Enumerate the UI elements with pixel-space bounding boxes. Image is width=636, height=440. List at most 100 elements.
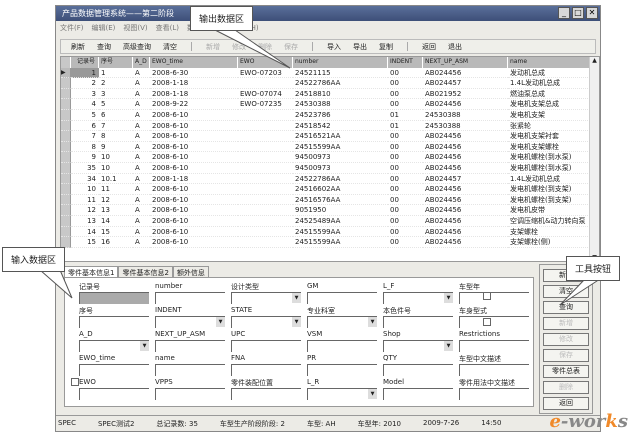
field-input[interactable] (383, 388, 453, 400)
field-input[interactable] (79, 292, 149, 304)
row-selector[interactable] (61, 173, 71, 185)
field-input[interactable] (459, 316, 529, 328)
toolbar-button[interactable]: 清空 (163, 43, 177, 51)
column-header[interactable]: number (293, 57, 388, 68)
table-row[interactable]: 3 3 A 2008-1-18 EWO-07074 24518810 00 AB021952 燃… (61, 88, 599, 100)
row-selector[interactable] (61, 205, 71, 216)
side-button[interactable]: 修改 (543, 333, 589, 346)
table-row[interactable]: 13 14 A 2008-6-10 24525489AA 00 AB024456 空调压缩机&… (61, 215, 599, 227)
side-button[interactable]: 保存 (543, 349, 589, 362)
side-button[interactable]: 零件总表 (543, 365, 589, 378)
row-selector[interactable]: ▶ (61, 67, 71, 79)
toolbar-button[interactable]: 导出 (353, 43, 367, 51)
field-select[interactable]: ▼ (307, 388, 377, 400)
toolbar-button[interactable]: 查询 (97, 43, 111, 51)
field-select[interactable]: ▼ (155, 316, 225, 328)
toolbar-button[interactable]: 高级查询 (123, 43, 151, 51)
close-button[interactable]: ✕ (586, 7, 598, 19)
row-selector[interactable] (61, 184, 71, 195)
table-row[interactable]: 4 5 A 2008-9-22 EWO-07235 24530388 00 AB024456 发… (61, 99, 599, 110)
table-row[interactable]: 34 10.1 A 2008-1-18 24522786AA 00 AB024457 1.4L… (61, 173, 599, 185)
field-input[interactable] (231, 340, 301, 352)
table-row[interactable]: 6 7 A 2008-6-10 24518542 01 24530388 张紧轮 (61, 120, 599, 132)
field-input[interactable] (231, 364, 301, 376)
row-selector[interactable] (61, 162, 71, 174)
column-header[interactable]: A_D (133, 57, 150, 68)
column-header[interactable]: INDENT (388, 57, 423, 68)
table-row[interactable]: 8 9 A 2008-6-10 24515599AA 00 AB024456 发电机支架螺栓 (61, 141, 599, 153)
chevron-down-icon[interactable]: ▼ (368, 389, 377, 399)
toolbar-button[interactable]: 退出 (448, 43, 462, 51)
minimize-button[interactable]: _ (558, 7, 570, 19)
table-row[interactable]: 9 10 A 2008-6-10 94500973 00 AB024456 发电机螺栓(到水泵… (61, 152, 599, 163)
field-select[interactable]: ▼ (231, 292, 301, 304)
chevron-down-icon[interactable]: ▼ (292, 317, 301, 327)
field-input[interactable] (459, 364, 529, 376)
chevron-down-icon[interactable]: ▼ (216, 317, 225, 327)
field-input[interactable] (79, 364, 149, 376)
column-header[interactable]: NEXT_UP_ASM (423, 57, 508, 68)
row-selector[interactable] (61, 215, 71, 227)
side-button[interactable]: 新增 (543, 317, 589, 330)
menu-item[interactable]: 文件(F) (60, 24, 84, 32)
toolbar-button[interactable]: 保存 (284, 43, 298, 51)
row-selector[interactable] (61, 78, 71, 89)
side-button[interactable]: 返回 (543, 397, 589, 410)
table-row[interactable]: 35 10 A 2008-6-10 94500973 00 AB024456 发电机螺栓(到水… (61, 162, 599, 174)
toolbar-button[interactable]: 复制 (379, 43, 393, 51)
chevron-down-icon[interactable]: ▼ (140, 341, 149, 351)
checkbox[interactable] (483, 292, 491, 300)
field-input[interactable] (459, 340, 529, 352)
table-row[interactable]: 10 11 A 2008-6-10 24516602AA 00 AB024456 发电机螺栓(… (61, 184, 599, 195)
toolbar-button[interactable]: 新增 (206, 43, 220, 51)
field-input[interactable] (155, 388, 225, 400)
field-select[interactable]: ▼ (383, 292, 453, 304)
menu-item[interactable]: 视图(V) (123, 24, 148, 32)
chevron-down-icon[interactable]: ▼ (444, 293, 453, 303)
row-selector[interactable] (61, 237, 71, 248)
chevron-down-icon[interactable]: ▼ (292, 293, 301, 303)
field-input[interactable] (79, 316, 149, 328)
column-header[interactable]: 序号 (99, 57, 133, 68)
row-selector[interactable] (61, 88, 71, 100)
field-input[interactable] (231, 388, 301, 400)
field-input[interactable] (307, 364, 377, 376)
tab[interactable]: 额外信息 (172, 266, 209, 279)
row-selector[interactable] (61, 194, 71, 206)
field-input[interactable] (459, 292, 529, 304)
table-row[interactable]: 2 2 A 2008-1-18 24522786AA 00 AB024457 1.4L发动机总… (61, 78, 599, 89)
row-selector[interactable] (61, 226, 71, 238)
table-row[interactable]: ▶ 1 1 A 2008-6-30 EWO-07203 24521115 00 AB024456… (61, 67, 599, 79)
field-input[interactable] (307, 292, 377, 304)
field-input[interactable] (383, 364, 453, 376)
field-input[interactable] (307, 340, 377, 352)
toolbar-button[interactable]: 刷新 (71, 43, 85, 51)
side-button[interactable]: 删除 (543, 381, 589, 394)
toolbar-button[interactable]: 返回 (422, 43, 436, 51)
checkbox[interactable] (483, 318, 491, 326)
field-input[interactable] (383, 316, 453, 328)
row-selector[interactable] (61, 131, 71, 142)
column-header[interactable]: EWO_time (150, 57, 238, 68)
field-input[interactable] (79, 388, 149, 400)
toolbar-button[interactable]: 删除 (258, 43, 272, 51)
row-selector[interactable] (61, 109, 71, 121)
maximize-button[interactable]: □ (572, 7, 584, 19)
column-header[interactable]: 记录号 (71, 57, 99, 68)
checkbox[interactable] (71, 378, 79, 386)
field-select[interactable]: ▼ (307, 316, 377, 328)
field-select[interactable]: ▼ (383, 340, 453, 352)
field-select[interactable]: ▼ (79, 340, 149, 352)
field-input[interactable] (155, 292, 225, 304)
row-selector[interactable] (61, 120, 71, 132)
toolbar-button[interactable]: 导入 (327, 43, 341, 51)
field-input[interactable] (155, 340, 225, 352)
table-row[interactable]: 12 13 A 2008-6-10 9051950 00 AB024456 发电机皮带 (61, 205, 599, 216)
table-row[interactable]: 15 16 A 2008-6-10 24515599AA 00 AB024456 支架螺栓(侧… (61, 237, 599, 248)
table-row[interactable]: 7 8 A 2008-6-10 24516521AA 00 AB024456 发电机支架衬套 (61, 131, 599, 142)
table-row[interactable]: 14 15 A 2008-6-10 24515599AA 00 AB024456 支架螺栓 (61, 226, 599, 238)
field-input[interactable] (155, 364, 225, 376)
menu-item[interactable]: 编辑(E) (91, 24, 116, 32)
column-header[interactable]: EWO (238, 57, 293, 68)
field-input[interactable] (459, 388, 529, 400)
